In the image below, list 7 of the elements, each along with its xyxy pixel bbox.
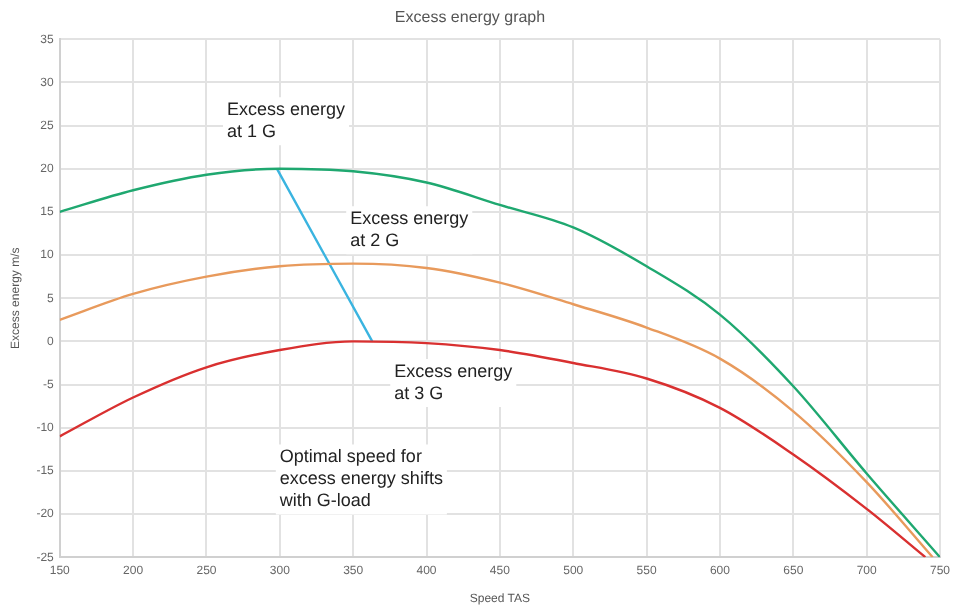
- annotation: Excess energy at 2 G: [350, 208, 470, 251]
- line-series: [59, 262, 934, 558]
- line-series: [59, 340, 927, 558]
- chart-title: Excess energy graph: [394, 8, 546, 27]
- annotation: Optimal speed for excess energy shifts with G-load: [277, 446, 444, 511]
- annotation: Excess energy at 3 G: [394, 360, 514, 403]
- annotation: Excess energy at 1 G: [226, 99, 347, 142]
